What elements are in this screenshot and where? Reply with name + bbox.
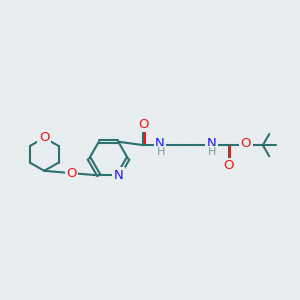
Text: O: O xyxy=(39,131,50,144)
Text: O: O xyxy=(138,118,149,131)
Text: O: O xyxy=(66,167,77,180)
Text: O: O xyxy=(223,159,234,172)
Text: O: O xyxy=(241,137,251,150)
Text: N: N xyxy=(207,136,216,150)
Text: H: H xyxy=(157,147,165,157)
Text: N: N xyxy=(155,136,165,150)
Text: N: N xyxy=(113,169,123,182)
Text: H: H xyxy=(208,147,217,157)
